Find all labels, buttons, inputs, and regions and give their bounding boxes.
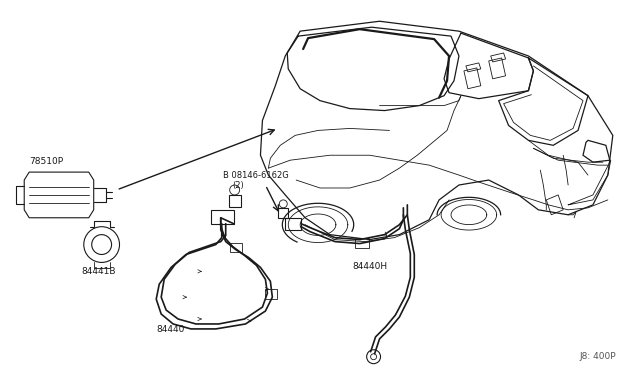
Text: B 08146-6162G: B 08146-6162G xyxy=(223,171,289,180)
Text: 84440: 84440 xyxy=(156,325,184,334)
Text: 78510P: 78510P xyxy=(29,157,63,166)
Text: J8: 400P: J8: 400P xyxy=(579,352,616,361)
Text: 84441B: 84441B xyxy=(82,267,116,276)
Text: 84440H: 84440H xyxy=(353,262,388,271)
Text: (2): (2) xyxy=(233,181,244,190)
